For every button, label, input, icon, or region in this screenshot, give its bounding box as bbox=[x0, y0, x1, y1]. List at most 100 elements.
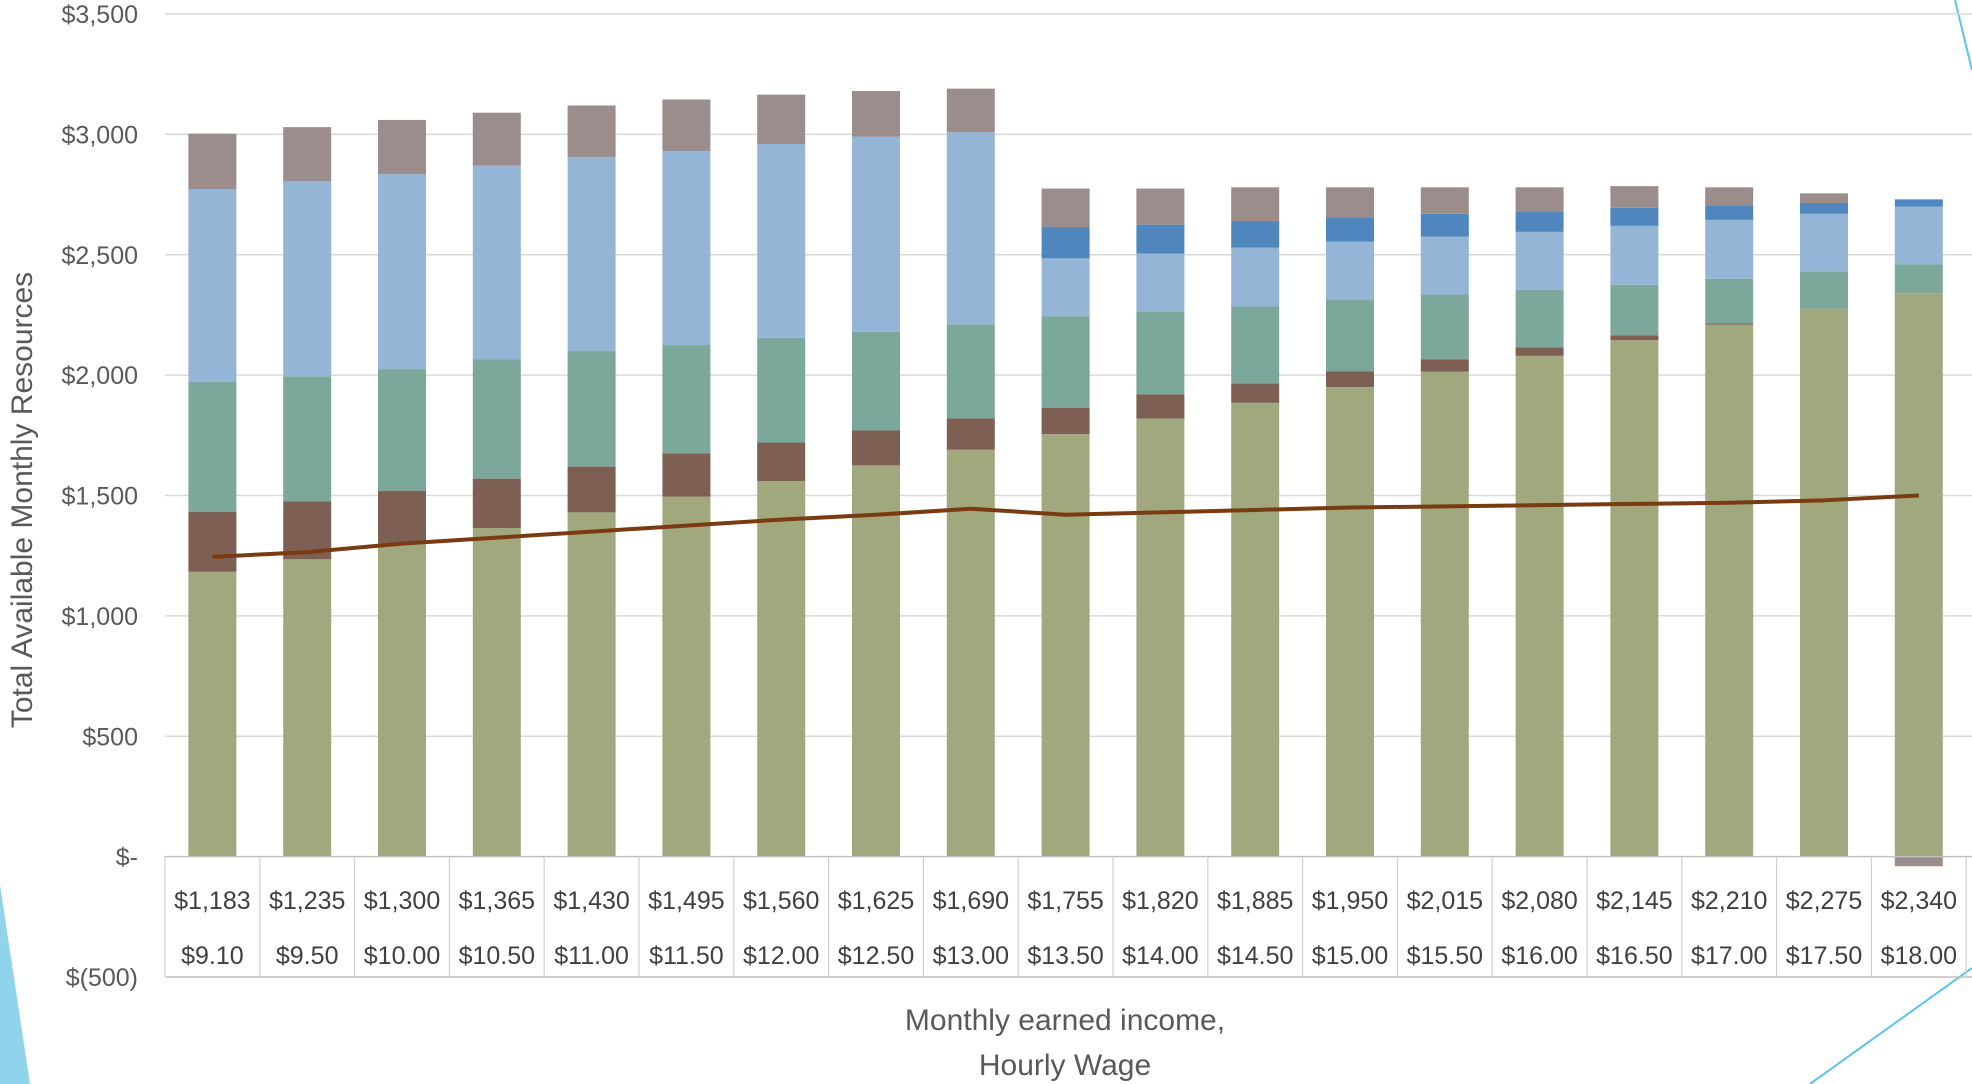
line-series-layer bbox=[212, 493, 1919, 559]
y-tick-label: $1,500 bbox=[62, 483, 138, 511]
line-series bbox=[212, 493, 1919, 559]
bar-segment-series-1 bbox=[1420, 371, 1469, 857]
bar-segment-series-1 bbox=[472, 528, 521, 857]
category-label-income: $1,495 bbox=[648, 887, 724, 915]
bar-segment-series-2 bbox=[662, 453, 711, 497]
bar-segment-series-3 bbox=[662, 345, 711, 454]
bar-segment-series-2 bbox=[1041, 407, 1090, 435]
bar-segment-series-3 bbox=[1800, 271, 1848, 309]
bar-segment-series-4 bbox=[1515, 231, 1564, 290]
bar-segment-series-3 bbox=[283, 376, 332, 502]
bar-segment-series-5 bbox=[1610, 207, 1659, 226]
bar-segment-series-6 bbox=[946, 88, 995, 132]
bar-segment-series-6 bbox=[283, 127, 332, 182]
bar-segment-series-6 bbox=[1800, 193, 1848, 203]
bar-segment-series-4 bbox=[472, 165, 521, 360]
category-label-income: $2,210 bbox=[1691, 887, 1767, 915]
category-label-wage: $13.00 bbox=[933, 942, 1009, 970]
bar-segment-series-3 bbox=[1326, 299, 1374, 372]
category-table: $1,183 $9.10 $1,235 $9.50 $1,300 $10.00 $1,365… bbox=[164, 855, 1972, 978]
category-label-income: $1,950 bbox=[1312, 887, 1388, 915]
bar-segment-series-6 bbox=[1420, 187, 1469, 214]
bar-segment-series-1 bbox=[567, 512, 616, 857]
bar-segment-series-2 bbox=[567, 466, 616, 513]
bar-segment-series-1 bbox=[283, 559, 332, 857]
bar-segment-series-4 bbox=[1705, 219, 1754, 279]
bar-segment-series-6 bbox=[567, 105, 616, 158]
bar-segment-series-6 bbox=[1041, 188, 1090, 228]
bar-segment-series-1 bbox=[1231, 402, 1280, 857]
bar-segment-series-1 bbox=[1705, 324, 1754, 857]
bar-segment-series-4 bbox=[1800, 213, 1848, 272]
bar-segment-series-5 bbox=[1515, 211, 1564, 232]
y-tick-label: $2,000 bbox=[62, 362, 138, 390]
bar-segment-series-6 bbox=[472, 112, 521, 166]
bar-segment-series-1 bbox=[1610, 340, 1659, 857]
bar-segment-series-2 bbox=[852, 430, 900, 466]
bar-segment-series-2 bbox=[1420, 359, 1469, 372]
category-label-wage: $11.50 bbox=[649, 942, 724, 970]
bar-segment-series-4 bbox=[1231, 247, 1280, 307]
category-label-income: $1,690 bbox=[933, 887, 1009, 915]
category-label-wage: $17.00 bbox=[1691, 942, 1767, 970]
bar-segment-series-4 bbox=[1420, 236, 1469, 295]
bar-segment-series-6 bbox=[378, 119, 426, 175]
y-tick-label: $3,500 bbox=[62, 1, 138, 29]
bar-segment-series-1 bbox=[852, 465, 900, 857]
category-label-income: $1,430 bbox=[553, 887, 629, 915]
bar-segment-series-3 bbox=[1420, 294, 1469, 360]
category-label-income: $1,625 bbox=[838, 887, 914, 915]
category-label-income: $1,820 bbox=[1122, 887, 1198, 915]
y-tick-label: $1,000 bbox=[62, 603, 138, 631]
bar-segment-series-3 bbox=[472, 359, 521, 479]
bar-segment-series-5 bbox=[1136, 224, 1185, 254]
bar-segment-series-4 bbox=[1894, 206, 1943, 265]
y-tick-label: $(500) bbox=[66, 964, 138, 992]
bar-segment-series-4 bbox=[283, 181, 332, 377]
category-label-income: $1,755 bbox=[1027, 887, 1103, 915]
y-tick-labels: $3,500 $3,000 $2,500 $2,000 $1,500 $1,000 $500… bbox=[62, 1, 138, 992]
bar-segment-series-4 bbox=[1326, 241, 1374, 300]
bar-segment-series-5 bbox=[1894, 199, 1943, 207]
bar-segment-series-1 bbox=[1136, 418, 1185, 857]
bar-segment-series-4 bbox=[662, 151, 711, 346]
category-label-income: $2,275 bbox=[1786, 887, 1862, 915]
bar-segment-series-1 bbox=[1041, 434, 1090, 857]
bar-segment-series-4 bbox=[188, 189, 237, 382]
bar-segment-series-1 bbox=[188, 571, 237, 857]
category-label-wage: $17.50 bbox=[1786, 942, 1862, 970]
bar-segment-series-1 bbox=[1326, 387, 1374, 857]
bar-segment-series-2 bbox=[1231, 383, 1280, 403]
y-tick-label: $- bbox=[116, 844, 138, 872]
bar-segment-series-2 bbox=[472, 478, 521, 529]
bar-segment-series-3 bbox=[757, 337, 806, 443]
bars bbox=[188, 88, 1943, 867]
category-label-income: $1,235 bbox=[269, 887, 345, 915]
category-label-wage: $11.00 bbox=[554, 942, 629, 970]
bar-segment-series-3 bbox=[852, 331, 900, 431]
bar-segment-series-1 bbox=[946, 449, 995, 857]
bar-segment-series-6 bbox=[757, 94, 806, 145]
bar-segment-series-3 bbox=[946, 324, 995, 419]
bar-segment-series-5 bbox=[1420, 213, 1469, 237]
bar-segment-series-6 bbox=[1610, 186, 1659, 208]
category-label-wage: $9.10 bbox=[181, 942, 244, 970]
bar-segment-series-5 bbox=[1231, 221, 1280, 248]
bar-segment-series-6 bbox=[662, 99, 711, 152]
bar-segment-series-5 bbox=[1041, 227, 1090, 259]
bar-segment-series-2 bbox=[1326, 371, 1374, 388]
category-label-wage: $14.00 bbox=[1122, 942, 1198, 970]
bar-segment-series-6 bbox=[1136, 188, 1185, 225]
bar-segment-series-2 bbox=[1515, 347, 1564, 356]
bar-segment-series-3 bbox=[1705, 278, 1754, 324]
category-label-wage: $14.50 bbox=[1217, 942, 1293, 970]
bar-segment-series-4 bbox=[1041, 258, 1090, 317]
bar-segment-series-2 bbox=[1705, 323, 1754, 325]
y-tick-label: $500 bbox=[82, 723, 138, 751]
category-label-wage: $12.50 bbox=[838, 942, 914, 970]
bar-segment-series-2 bbox=[1136, 394, 1185, 419]
category-label-wage: $9.50 bbox=[276, 942, 339, 970]
x-axis-title-line1: Monthly earned income, bbox=[905, 1004, 1225, 1037]
